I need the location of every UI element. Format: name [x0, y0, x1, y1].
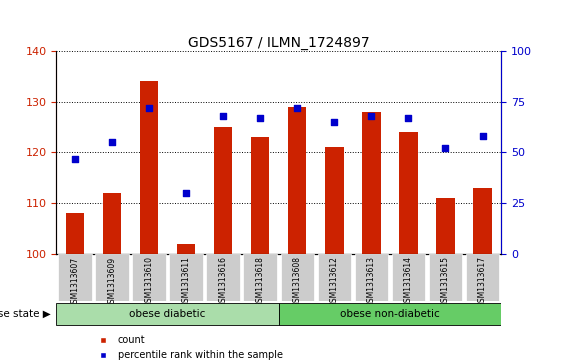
Point	[256, 115, 265, 121]
Text: GSM1313618: GSM1313618	[256, 257, 265, 307]
Text: GSM1313608: GSM1313608	[293, 257, 302, 307]
FancyBboxPatch shape	[169, 254, 203, 301]
Text: obese diabetic: obese diabetic	[129, 309, 205, 319]
FancyBboxPatch shape	[280, 254, 314, 301]
Text: GSM1313607: GSM1313607	[70, 257, 79, 307]
FancyBboxPatch shape	[466, 254, 499, 301]
Point	[441, 146, 450, 151]
FancyBboxPatch shape	[243, 254, 277, 301]
Bar	[214, 127, 233, 254]
Bar	[56, 303, 279, 325]
Bar	[279, 303, 501, 325]
Title: GDS5167 / ILMN_1724897: GDS5167 / ILMN_1724897	[188, 36, 369, 50]
Text: GSM1313609: GSM1313609	[108, 257, 117, 307]
Bar	[325, 147, 343, 254]
Bar	[65, 213, 84, 254]
Bar	[140, 81, 158, 254]
Point	[181, 190, 190, 196]
Bar	[251, 137, 270, 254]
Point	[108, 139, 117, 145]
FancyBboxPatch shape	[429, 254, 462, 301]
Text: GSM1313610: GSM1313610	[145, 257, 154, 307]
Text: GSM1313612: GSM1313612	[330, 257, 339, 307]
FancyBboxPatch shape	[392, 254, 425, 301]
Text: disease state ▶: disease state ▶	[0, 309, 51, 319]
Bar	[288, 107, 306, 254]
FancyBboxPatch shape	[132, 254, 166, 301]
Bar	[362, 112, 381, 254]
Legend: count, percentile rank within the sample: count, percentile rank within the sample	[90, 331, 287, 363]
Point	[293, 105, 302, 111]
Bar	[102, 193, 121, 254]
Text: GSM1313613: GSM1313613	[367, 257, 376, 307]
Text: GSM1313614: GSM1313614	[404, 257, 413, 307]
Point	[330, 119, 339, 125]
Point	[70, 156, 79, 162]
FancyBboxPatch shape	[207, 254, 240, 301]
Point	[478, 133, 487, 139]
Text: GSM1313616: GSM1313616	[218, 257, 227, 307]
Bar	[399, 132, 418, 254]
Bar	[436, 198, 455, 254]
FancyBboxPatch shape	[318, 254, 351, 301]
Point	[404, 115, 413, 121]
Point	[367, 113, 376, 119]
Bar	[473, 188, 492, 254]
Point	[218, 113, 227, 119]
Text: GSM1313615: GSM1313615	[441, 257, 450, 307]
Bar	[177, 244, 195, 254]
FancyBboxPatch shape	[95, 254, 128, 301]
Text: GSM1313617: GSM1313617	[478, 257, 487, 307]
Text: obese non-diabetic: obese non-diabetic	[340, 309, 440, 319]
Text: GSM1313611: GSM1313611	[181, 257, 190, 307]
FancyBboxPatch shape	[58, 254, 92, 301]
FancyBboxPatch shape	[355, 254, 388, 301]
Point	[145, 105, 154, 111]
